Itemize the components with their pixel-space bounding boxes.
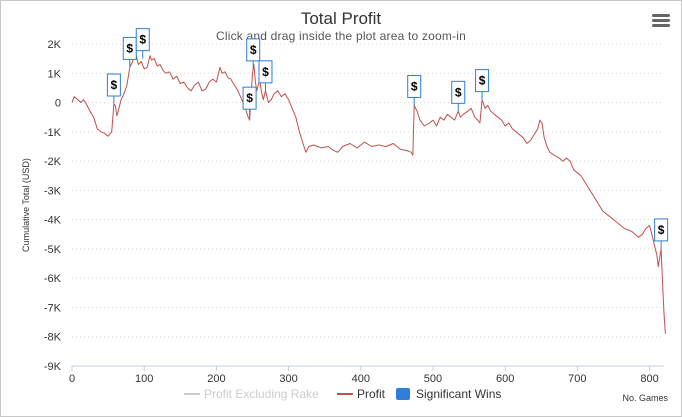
x-tick-label: 600 — [496, 373, 514, 385]
significant-win-flag[interactable]: $ — [475, 69, 490, 100]
legend-item-significant-wins[interactable]: Significant Wins — [396, 387, 501, 401]
flag-box — [654, 218, 669, 242]
flag-label: $ — [658, 223, 665, 237]
flag-label: $ — [479, 74, 486, 88]
y-tick-label: 1K — [48, 68, 62, 80]
x-tick-label: 800 — [640, 373, 658, 385]
y-tick-label: -2K — [44, 156, 62, 168]
y-tick-label: -5K — [44, 244, 62, 256]
flag-label: $ — [455, 85, 462, 99]
significant-win-flag[interactable]: $ — [407, 74, 422, 106]
flag-label: $ — [246, 91, 253, 105]
x-tick-label: 400 — [352, 373, 370, 385]
flag-box — [258, 60, 273, 84]
series-layer — [71, 52, 666, 334]
significant-win-flag[interactable]: $ — [246, 38, 261, 69]
x-tick-label: 200 — [207, 373, 225, 385]
y-axis-label: Cumulative Total (USD) — [21, 158, 31, 252]
x-tick-label: 300 — [279, 373, 297, 385]
legend-item-profit[interactable]: Profit — [337, 387, 386, 401]
legend-label: Profit Excluding Rake — [204, 387, 319, 401]
profit-line — [71, 52, 666, 334]
significant-win-flag[interactable]: $ — [106, 73, 121, 105]
y-tick-label: -9K — [44, 361, 62, 373]
flag-label: $ — [111, 78, 118, 92]
flag-box — [106, 73, 121, 97]
grid-lines — [72, 43, 664, 338]
flag-label: $ — [139, 33, 146, 47]
flag-box — [135, 28, 150, 52]
x-tick-label: 500 — [424, 373, 442, 385]
y-tick-label: -8K — [44, 332, 62, 344]
hamburger-menu-icon[interactable] — [652, 14, 670, 27]
x-unit-label: No. Games — [622, 393, 668, 403]
flag-label: $ — [411, 79, 418, 93]
significant-win-flag[interactable]: $ — [135, 28, 150, 59]
y-tick-label: 2K — [48, 39, 62, 51]
y-tick-label: -1K — [44, 127, 62, 139]
flag-box — [407, 74, 422, 98]
legend: Profit Excluding Rake Profit Significant W… — [184, 387, 501, 401]
significant-win-flag[interactable]: $ — [258, 60, 273, 91]
y-tick-label: -3K — [44, 185, 62, 197]
significant-win-flag[interactable]: $ — [122, 36, 137, 68]
y-tick-label: -6K — [44, 273, 62, 285]
x-tick-label: 0 — [69, 373, 75, 385]
legend-label: Profit — [357, 387, 386, 401]
y-tick-label: -7K — [44, 302, 62, 314]
significant-wins-layer: $ $ $ $ $ $ $ $ $ $ — [106, 28, 669, 249]
significant-win-flag[interactable]: $ — [654, 218, 669, 249]
flag-label: $ — [126, 41, 133, 55]
menu-bar-middle — [652, 19, 670, 22]
legend-box-marker — [396, 388, 410, 400]
flag-box — [242, 86, 257, 110]
legend-label: Significant Wins — [416, 387, 501, 401]
chart-subtitle: Click and drag inside the plot area to z… — [216, 29, 466, 43]
menu-bar-top — [652, 14, 670, 17]
flag-box — [451, 80, 466, 104]
y-tick-label: -4K — [44, 215, 62, 227]
flag-box — [246, 38, 261, 62]
legend-item-profit-excluding-rake[interactable]: Profit Excluding Rake — [184, 387, 319, 401]
x-tick-label: 700 — [568, 373, 586, 385]
chart-title: Total Profit — [301, 9, 382, 28]
flag-label: $ — [250, 43, 257, 57]
significant-win-flag[interactable]: $ — [451, 80, 466, 112]
x-axis-ticks: 0 100 200 300 400 500 600 700 800 — [69, 366, 659, 385]
x-tick-label: 100 — [135, 373, 153, 385]
menu-bar-bottom — [652, 24, 670, 27]
y-axis-ticks: 2K 1K 0 -1K -2K -3K -4K -5K -6K -7K -8K -9K — [44, 39, 62, 373]
significant-win-flag[interactable]: $ — [242, 86, 257, 118]
y-tick-label: 0 — [55, 98, 61, 110]
flag-box — [475, 69, 490, 93]
flag-label: $ — [262, 65, 269, 79]
